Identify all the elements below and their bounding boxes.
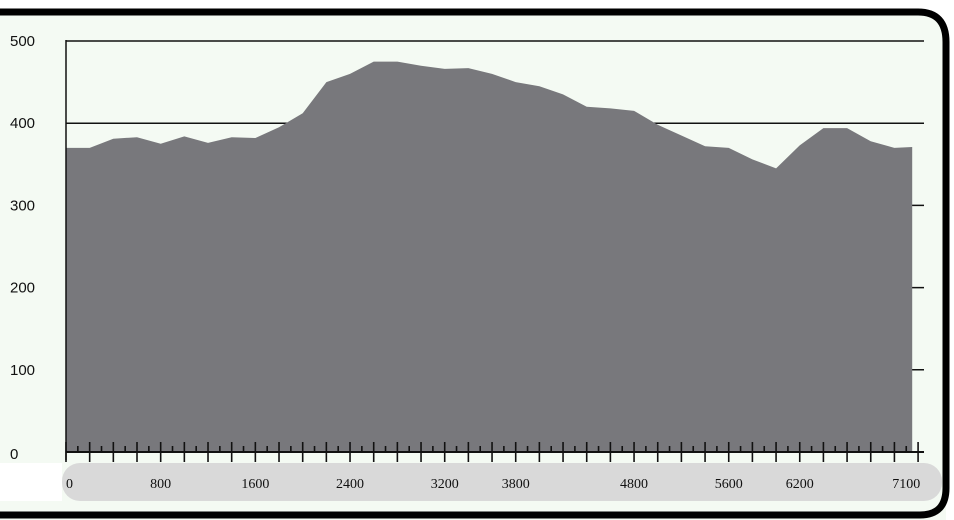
x-tick-label: 0 — [66, 477, 73, 492]
y-tick-label: 400 — [10, 115, 35, 132]
x-tick-label: 2400 — [336, 477, 364, 492]
y-tick-label: 200 — [10, 280, 35, 297]
y-tick-label: 500 — [10, 33, 35, 50]
area-series — [66, 61, 913, 452]
x-tick-labels: 0 800 1600 2400 3200 3800 4800 5600 6200… — [66, 477, 920, 492]
y-tick-labels: 0 100 200 300 400 500 — [10, 33, 35, 463]
x-tick-label: 800 — [150, 477, 171, 492]
x-tick-label: 5600 — [715, 477, 743, 492]
x-tick-label: 4800 — [620, 477, 648, 492]
x-tick-label: 6200 — [786, 477, 814, 492]
x-tick-label: 3800 — [502, 477, 530, 492]
x-tick-label: 3200 — [431, 477, 459, 492]
x-minor-ticks — [65, 442, 919, 462]
chart-frame-border — [0, 8, 950, 519]
x-tick-label: 1600 — [241, 477, 269, 492]
x-tick-label: 7100 — [892, 477, 920, 492]
x-axis-band — [62, 463, 942, 501]
data-area — [66, 61, 913, 452]
y-tick-label: 300 — [10, 197, 35, 214]
axis-band-mask — [0, 463, 62, 501]
x-axis — [65, 40, 924, 460]
y-tick-label: 100 — [10, 362, 35, 379]
y-tick-label: 0 — [10, 446, 18, 463]
